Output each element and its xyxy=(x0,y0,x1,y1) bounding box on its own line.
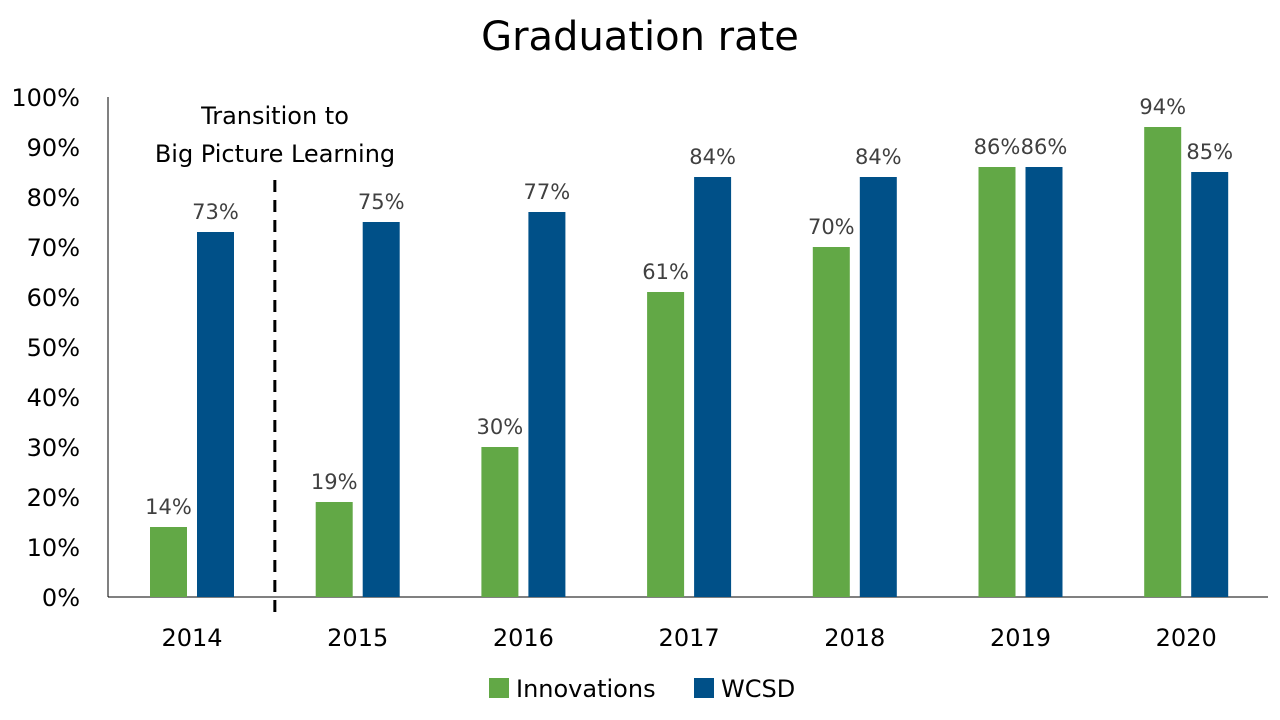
x-tick-label: 2014 xyxy=(161,624,222,652)
annotation-line-1: Transition to xyxy=(200,102,349,130)
bar-innovations-2018 xyxy=(812,247,850,597)
bar-wcsd-2014 xyxy=(197,232,234,597)
y-axis-ticks: 0% 10% 20% 30% 40% 50% 60% 70% 80% 90% 100% xyxy=(11,84,80,612)
bar-innovations-2016 xyxy=(481,447,519,597)
data-label-wcsd-2014: 73% xyxy=(192,200,239,224)
data-labels: 14% 73% 19% 75% 30% 77% 61% 84% 70% 84% 86% 86% 94%8… xyxy=(145,95,1233,519)
y-tick-label: 100% xyxy=(11,84,80,112)
annotation-line-2: Big Picture Learning xyxy=(155,140,395,168)
bar-innovations-2020 xyxy=(1144,127,1182,597)
data-label-innovations-2018: 70% xyxy=(808,215,855,239)
data-label-innovations-2014: 14% xyxy=(145,495,192,519)
bar-innovations-2017 xyxy=(647,292,685,597)
data-label-innovations-2019: 86% xyxy=(974,135,1021,159)
x-tick-label: 2019 xyxy=(990,624,1051,652)
bar-wcsd-2019 xyxy=(1025,167,1063,597)
data-label-wcsd-2020: 85% xyxy=(1186,140,1233,164)
chart-title: Graduation rate xyxy=(481,14,799,60)
y-tick-label: 80% xyxy=(27,184,80,212)
x-tick-label: 2020 xyxy=(1156,624,1217,652)
x-tick-label: 2016 xyxy=(493,624,554,652)
x-tick-label: 2017 xyxy=(659,624,720,652)
bar-innovations-2019 xyxy=(978,167,1016,597)
y-tick-label: 60% xyxy=(27,284,80,312)
data-label-innovations-2017: 61% xyxy=(642,260,689,284)
y-tick-label: 0% xyxy=(42,584,80,612)
data-label-wcsd-2015: 75% xyxy=(358,190,405,214)
y-tick-label: 90% xyxy=(27,134,80,162)
legend-swatch-innovations xyxy=(489,678,509,698)
bar-wcsd-2020 xyxy=(1191,172,1229,597)
legend-swatch-wcsd xyxy=(694,678,714,698)
legend-label-wcsd: WCSD xyxy=(721,675,795,703)
bars xyxy=(150,127,1229,597)
y-tick-label: 20% xyxy=(27,484,80,512)
legend: Innovations WCSD xyxy=(489,675,795,703)
bar-innovations-2014 xyxy=(150,527,187,597)
y-tick-label: 50% xyxy=(27,334,80,362)
y-tick-label: 30% xyxy=(27,434,80,462)
data-label-wcsd-2019: 86% xyxy=(1021,135,1068,159)
bar-wcsd-2018 xyxy=(859,177,897,597)
bar-wcsd-2015 xyxy=(362,222,400,597)
data-label-wcsd-2016: 77% xyxy=(524,180,571,204)
data-label-innovations-2020: 94% xyxy=(1139,95,1186,119)
y-tick-label: 40% xyxy=(27,384,80,412)
x-axis-categories: 2014 2015 2016 2017 2018 2019 2020 xyxy=(161,624,1216,652)
data-label-innovations-2016: 30% xyxy=(477,415,524,439)
bar-wcsd-2016 xyxy=(528,212,566,597)
x-tick-label: 2015 xyxy=(327,624,388,652)
data-label-innovations-2015: 19% xyxy=(311,470,358,494)
data-label-wcsd-2017: 84% xyxy=(689,145,736,169)
y-tick-label: 10% xyxy=(27,534,80,562)
bar-innovations-2015 xyxy=(315,502,353,597)
data-label-wcsd-2018: 84% xyxy=(855,145,902,169)
legend-label-innovations: Innovations xyxy=(516,675,656,703)
x-tick-label: 2018 xyxy=(824,624,885,652)
y-tick-label: 70% xyxy=(27,234,80,262)
bar-wcsd-2017 xyxy=(694,177,732,597)
